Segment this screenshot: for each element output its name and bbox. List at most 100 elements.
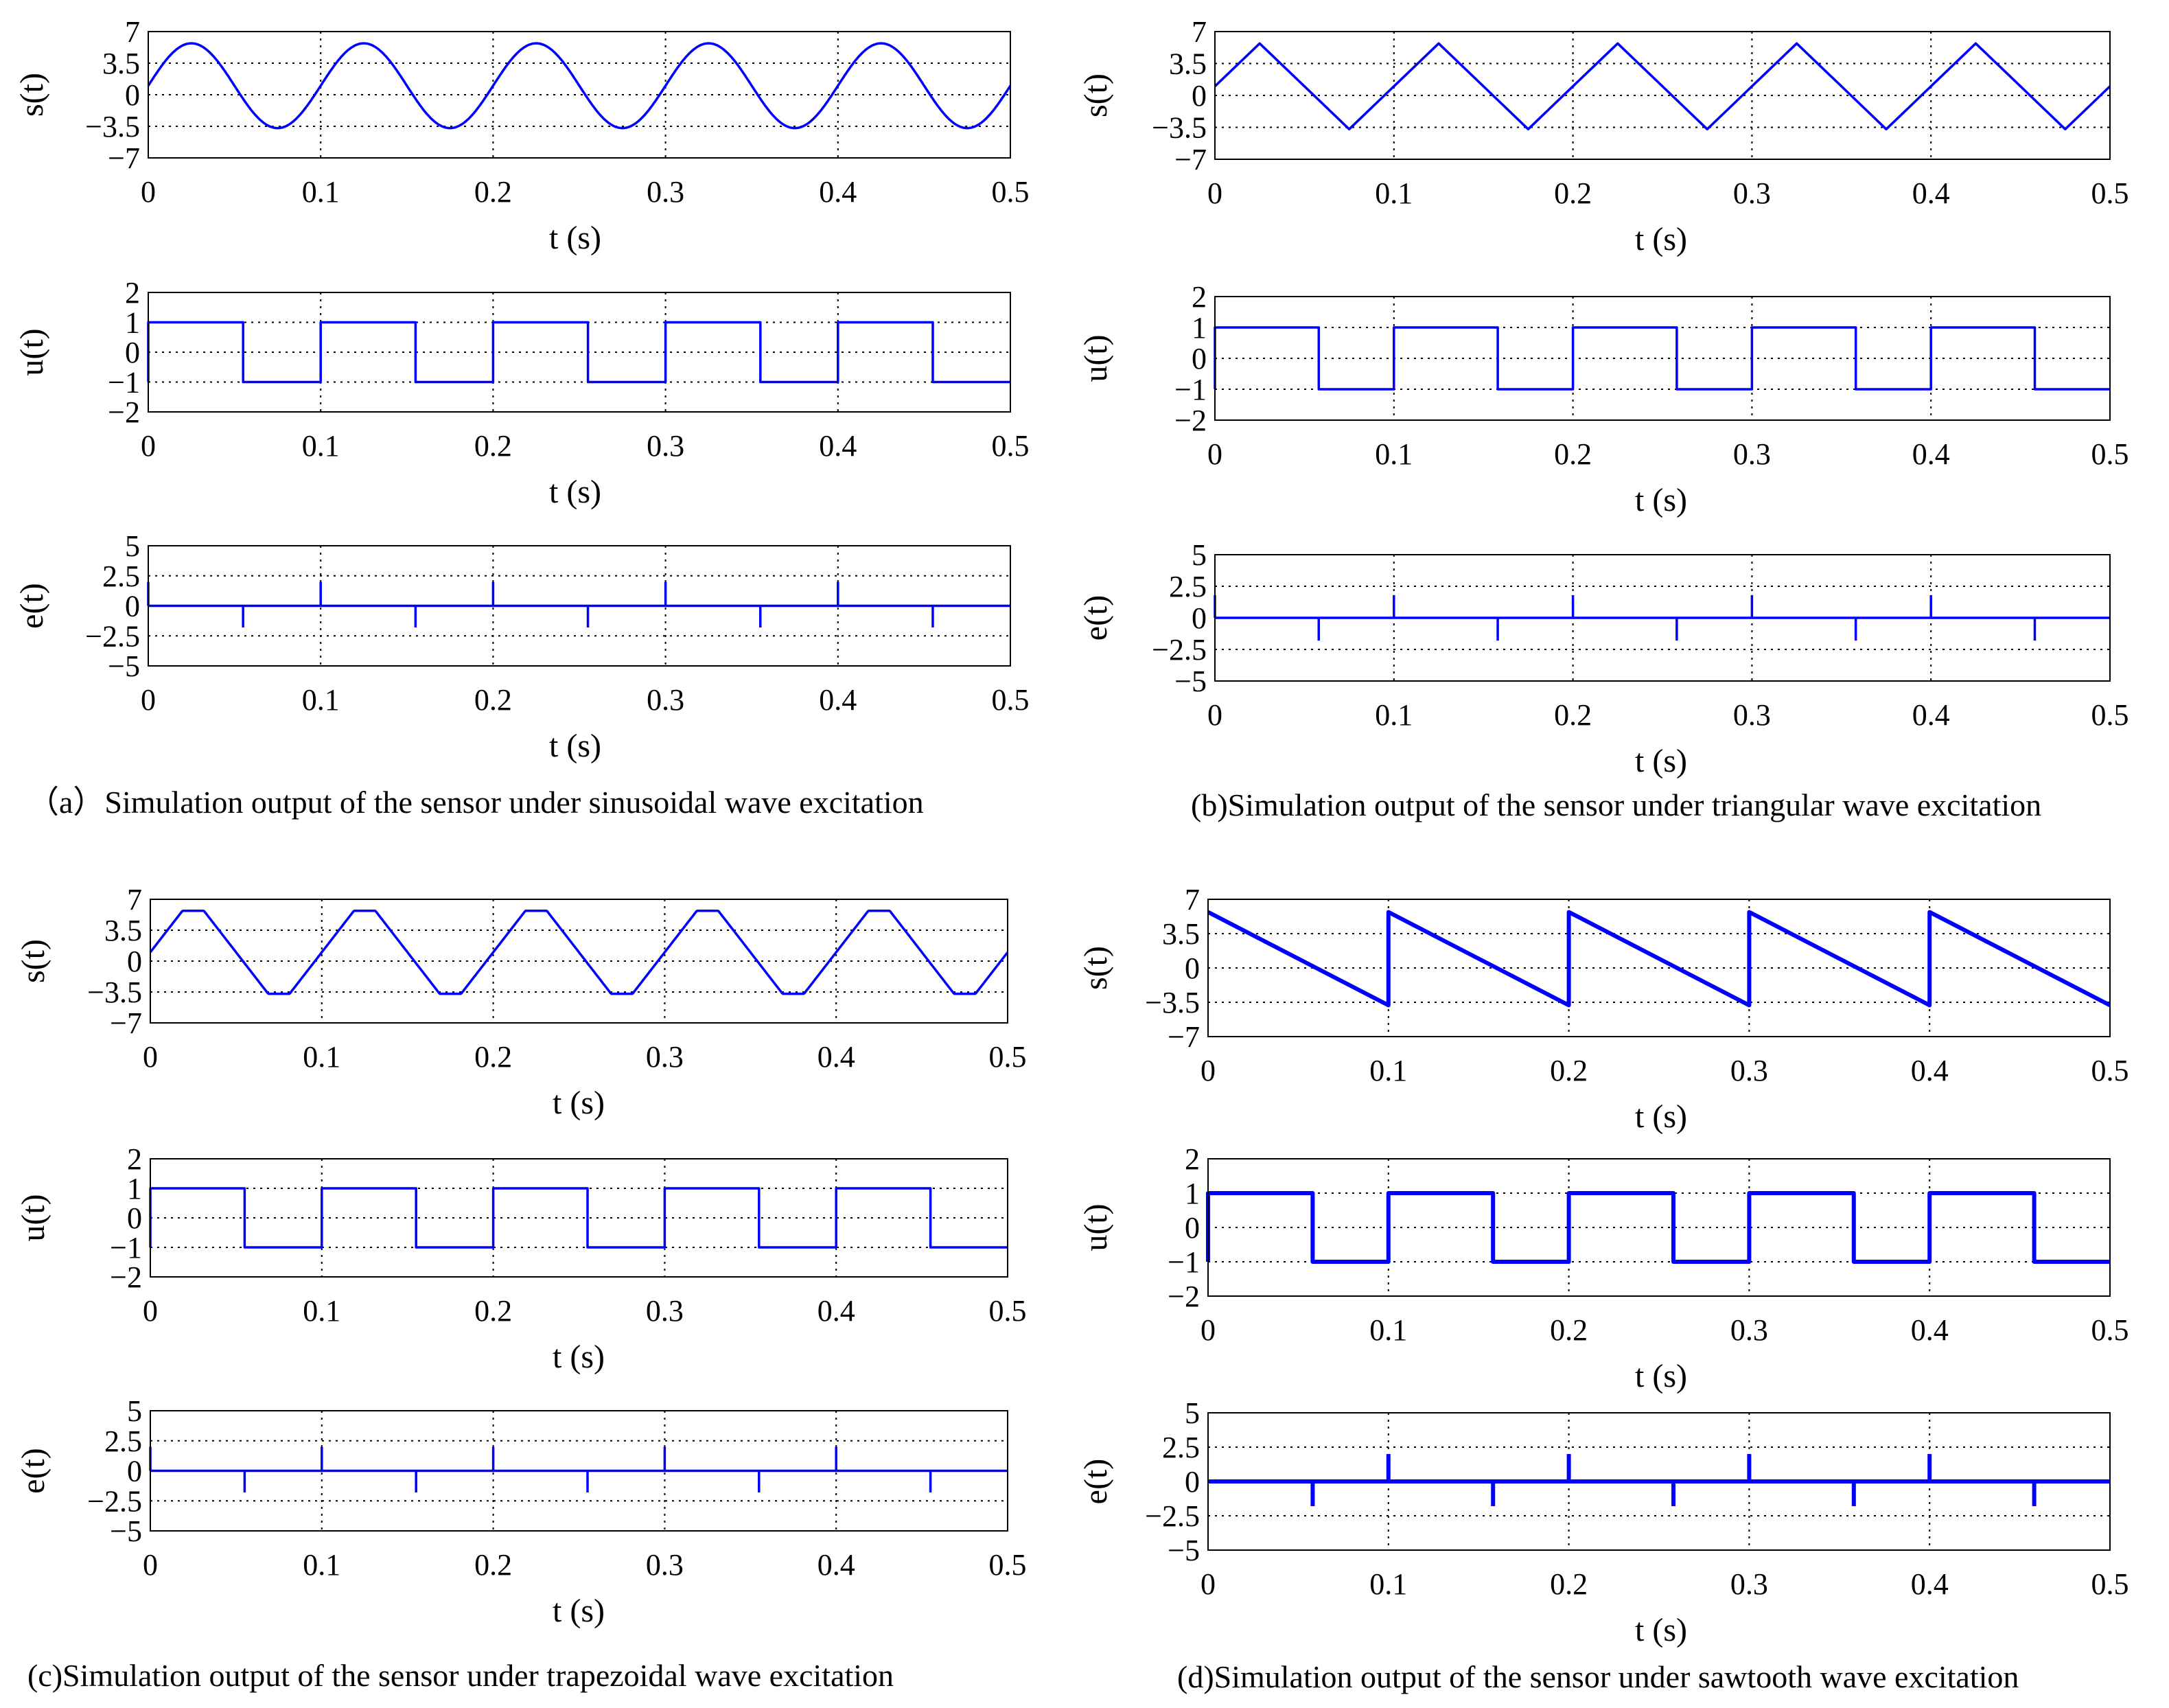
y-tick-label: 2 [1192,280,1207,314]
y-tick-label: 7 [1192,15,1207,49]
series-line-s(t) [147,42,1012,130]
series-line-u(t) [147,321,1010,384]
x-tick-label: 0.2 [1554,437,1592,471]
x-tick-label: 0.5 [2091,1567,2129,1601]
y-tick-label: 0 [1192,601,1207,635]
x-tick-label: 0.1 [302,683,340,717]
caption-d: (d)Simulation output of the sensor under… [1177,1659,2019,1694]
x-tick-label: 0.2 [474,683,512,717]
y-tick-label: 5 [127,1394,142,1428]
y-tick-label: −7 [1168,1020,1200,1054]
caption-a: （a）Simulation output of the sensor under… [27,785,924,820]
y-axis-title: s(t) [14,73,50,117]
plot-frame [1214,296,2111,421]
x-tick-label: 0 [141,683,156,717]
plot-frame [150,899,1008,1024]
x-tick-label: 0.3 [1730,1313,1768,1347]
caption-b: (b)Simulation output of the sensor under… [1191,787,2041,822]
series-line-s(t) [149,909,1009,995]
plot-frame [1214,554,2111,682]
y-tick-label: −2 [1168,1280,1200,1313]
x-tick-label: 0.4 [1912,176,1950,210]
y-tick-label: 0 [1185,1211,1200,1245]
x-tick-label: 0 [143,1548,158,1582]
x-axis-title: t (s) [549,474,601,510]
y-axis-title: s(t) [1078,946,1114,990]
y-tick-label: −5 [110,1514,142,1548]
y-tick-label: −5 [1168,1534,1200,1567]
y-axis-title: e(t) [15,1448,51,1494]
x-axis-title: t (s) [549,728,601,764]
x-tick-label: 0.3 [647,683,684,717]
y-axis-title: u(t) [1078,334,1114,382]
plot-frame [1214,31,2111,160]
x-tick-label: 0.4 [819,429,857,463]
x-tick-label: 0.2 [1554,176,1592,210]
x-tick-label: 0.2 [474,1548,512,1582]
series-line-s(t) [1207,910,2111,1008]
x-axis-title: t (s) [1635,482,1687,518]
x-tick-label: 0.1 [1369,1567,1407,1601]
subplot-c-st: 0 0.1 0.2 0.3 0.4 0.573.50−3.5−7t (s)s(t) [15,883,1027,1121]
y-tick-label: −1 [1168,1245,1200,1279]
plot-frame [148,545,1011,667]
y-tick-label: −1 [110,1231,142,1265]
y-tick-label: 7 [127,883,142,916]
y-axis-title: u(t) [15,1194,51,1241]
y-tick-label: −3.5 [87,976,142,1009]
x-axis-title: t (s) [1635,1098,1687,1135]
x-axis-title: t (s) [553,1339,605,1375]
x-tick-label: 0.5 [992,175,1030,209]
x-tick-label: 0.3 [1733,176,1771,210]
x-tick-label: 0 [1201,1313,1216,1347]
y-axis-title: e(t) [14,583,50,629]
x-tick-label: 0.2 [1550,1054,1588,1087]
caption-c: (c)Simulation output of the sensor under… [27,1658,894,1693]
y-tick-label: −2.5 [1145,1499,1200,1533]
y-tick-label: −2.5 [87,1484,142,1518]
plot-frame [1207,899,2111,1037]
y-axis-title: u(t) [1078,1203,1114,1251]
plot-frame [148,31,1011,159]
y-tick-label: 1 [1185,1177,1200,1210]
y-tick-label: 0 [125,78,140,112]
x-tick-label: 0 [1201,1567,1216,1601]
subplot-d-et: 0 0.1 0.2 0.3 0.4 0.552.50−2.5−5t (s)e(t) [1078,1396,2129,1648]
y-tick-label: −3.5 [1152,111,1207,145]
y-tick-label: 1 [125,306,140,340]
x-tick-label: 0.1 [303,1040,340,1074]
panel-d: 0 0.1 0.2 0.3 0.4 0.573.50−3.5−7t (s)s(t)0 0.1… [1078,883,2129,1648]
x-tick-label: 0.3 [1733,698,1771,732]
y-axis-title: e(t) [1078,1459,1114,1505]
plot-frame [1207,1412,2111,1551]
x-tick-label: 0.5 [2091,1313,2129,1347]
x-tick-label: 0 [1207,437,1222,471]
y-axis-title: s(t) [15,939,51,983]
y-tick-label: 0 [125,590,140,623]
series-line-u(t) [1206,1191,2110,1264]
x-tick-label: 0.5 [989,1040,1027,1074]
x-tick-label: 0.3 [646,1548,684,1582]
y-axis-title: e(t) [1078,595,1114,641]
y-tick-label: 2.5 [1162,1431,1200,1464]
plot-frame [1207,1158,2111,1297]
captions: （a）Simulation output of the sensor under… [27,785,2041,1694]
y-tick-label: −2.5 [1152,633,1207,667]
y-tick-label: 3.5 [104,914,142,947]
x-tick-label: 0.4 [1912,437,1950,471]
x-tick-label: 0.1 [302,429,340,463]
x-tick-label: 0.2 [474,1294,512,1328]
x-tick-label: 0.4 [1911,1313,1949,1347]
y-tick-label: −2 [1174,404,1207,437]
x-tick-label: 0.4 [1911,1567,1949,1601]
subplot-c-et: 0 0.1 0.2 0.3 0.4 0.552.50−2.5−5t (s)e(t) [15,1394,1027,1629]
x-axis-title: t (s) [1635,221,1687,257]
subplot-b-et: 0 0.1 0.2 0.3 0.4 0.552.50−2.5−5t (s)e(t) [1078,538,2129,779]
panel-c: 0 0.1 0.2 0.3 0.4 0.573.50−3.5−7t (s)s(t)0 0.1… [15,883,1027,1629]
y-tick-label: −2.5 [85,619,140,653]
x-tick-label: 0.3 [647,429,684,463]
y-axis-title: u(t) [14,328,50,376]
subplot-a-et: 0 0.1 0.2 0.3 0.4 0.552.50−2.5−5t (s)e(t) [14,529,1030,764]
